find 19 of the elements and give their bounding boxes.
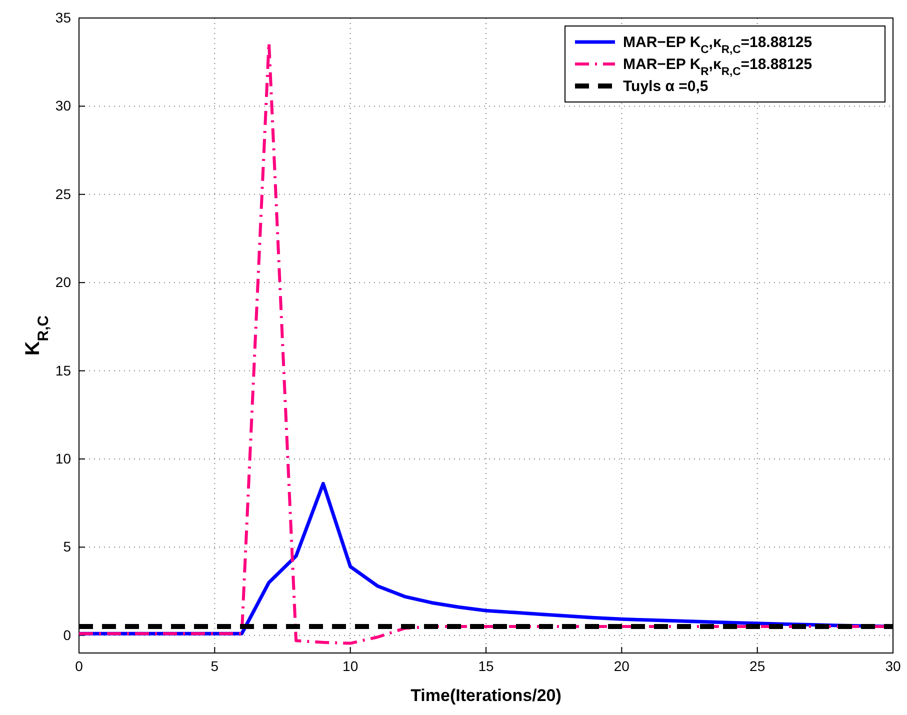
- legend-label: MAR−EP K$_{R}$,κ$_{R,C}$=18.88125: [623, 56, 812, 78]
- x-tick-label: 25: [750, 658, 766, 674]
- y-tick-label: 20: [55, 274, 72, 290]
- y-tick-label: 25: [55, 186, 72, 202]
- y-tick-label: 0: [63, 626, 72, 643]
- y-tick-label: 5: [63, 538, 72, 555]
- x-tick-label: 10: [342, 658, 358, 674]
- legend-label: Tuyls α =0,5: [623, 78, 708, 95]
- y-tick-label: 10: [55, 450, 72, 466]
- x-axis-title: Time(Iterations/20): [410, 686, 562, 705]
- x-tick-label: 20: [614, 658, 630, 674]
- y-tick-label: 30: [55, 98, 72, 114]
- x-tick-label: 15: [478, 658, 494, 674]
- x-tick-label: 30: [885, 658, 901, 674]
- y-tick-label: 35: [55, 9, 72, 26]
- x-tick-label: 5: [210, 658, 219, 674]
- legend-label: MAR−EP K$_{C}$,κ$_{R,C}$=18.88125: [623, 34, 812, 56]
- y-tick-label: 15: [55, 362, 72, 378]
- x-tick-label: 0: [75, 658, 84, 674]
